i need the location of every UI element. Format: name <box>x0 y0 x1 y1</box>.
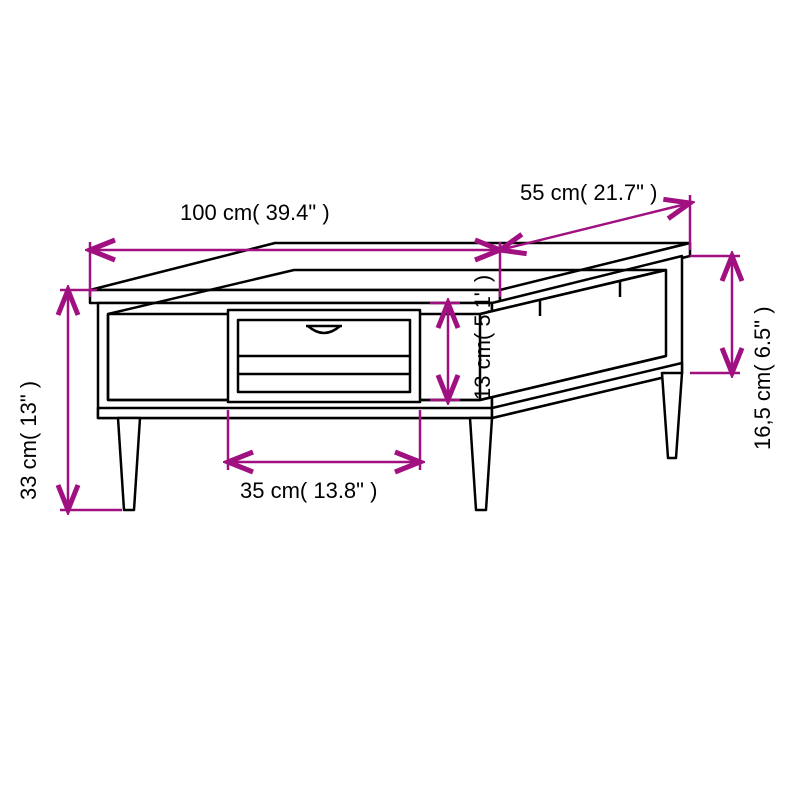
drawer-front <box>228 310 420 402</box>
dim-drawer-w-label: 35 cm( 13.8" ) <box>240 478 377 503</box>
dim-body-h-label: 16,5 cm( 6.5" ) <box>750 306 775 450</box>
dim-drawer-h-label: 13 cm( 5.1" ) <box>470 275 495 400</box>
furniture-outline <box>90 243 690 510</box>
dim-height-label: 33 cm( 13" ) <box>16 381 41 500</box>
dimension-diagram: 100 cm( 39.4" ) 55 cm( 21.7" ) 33 cm( 13… <box>0 0 800 800</box>
dim-depth-label: 55 cm( 21.7" ) <box>520 180 657 205</box>
dim-width-label: 100 cm( 39.4" ) <box>180 200 330 225</box>
